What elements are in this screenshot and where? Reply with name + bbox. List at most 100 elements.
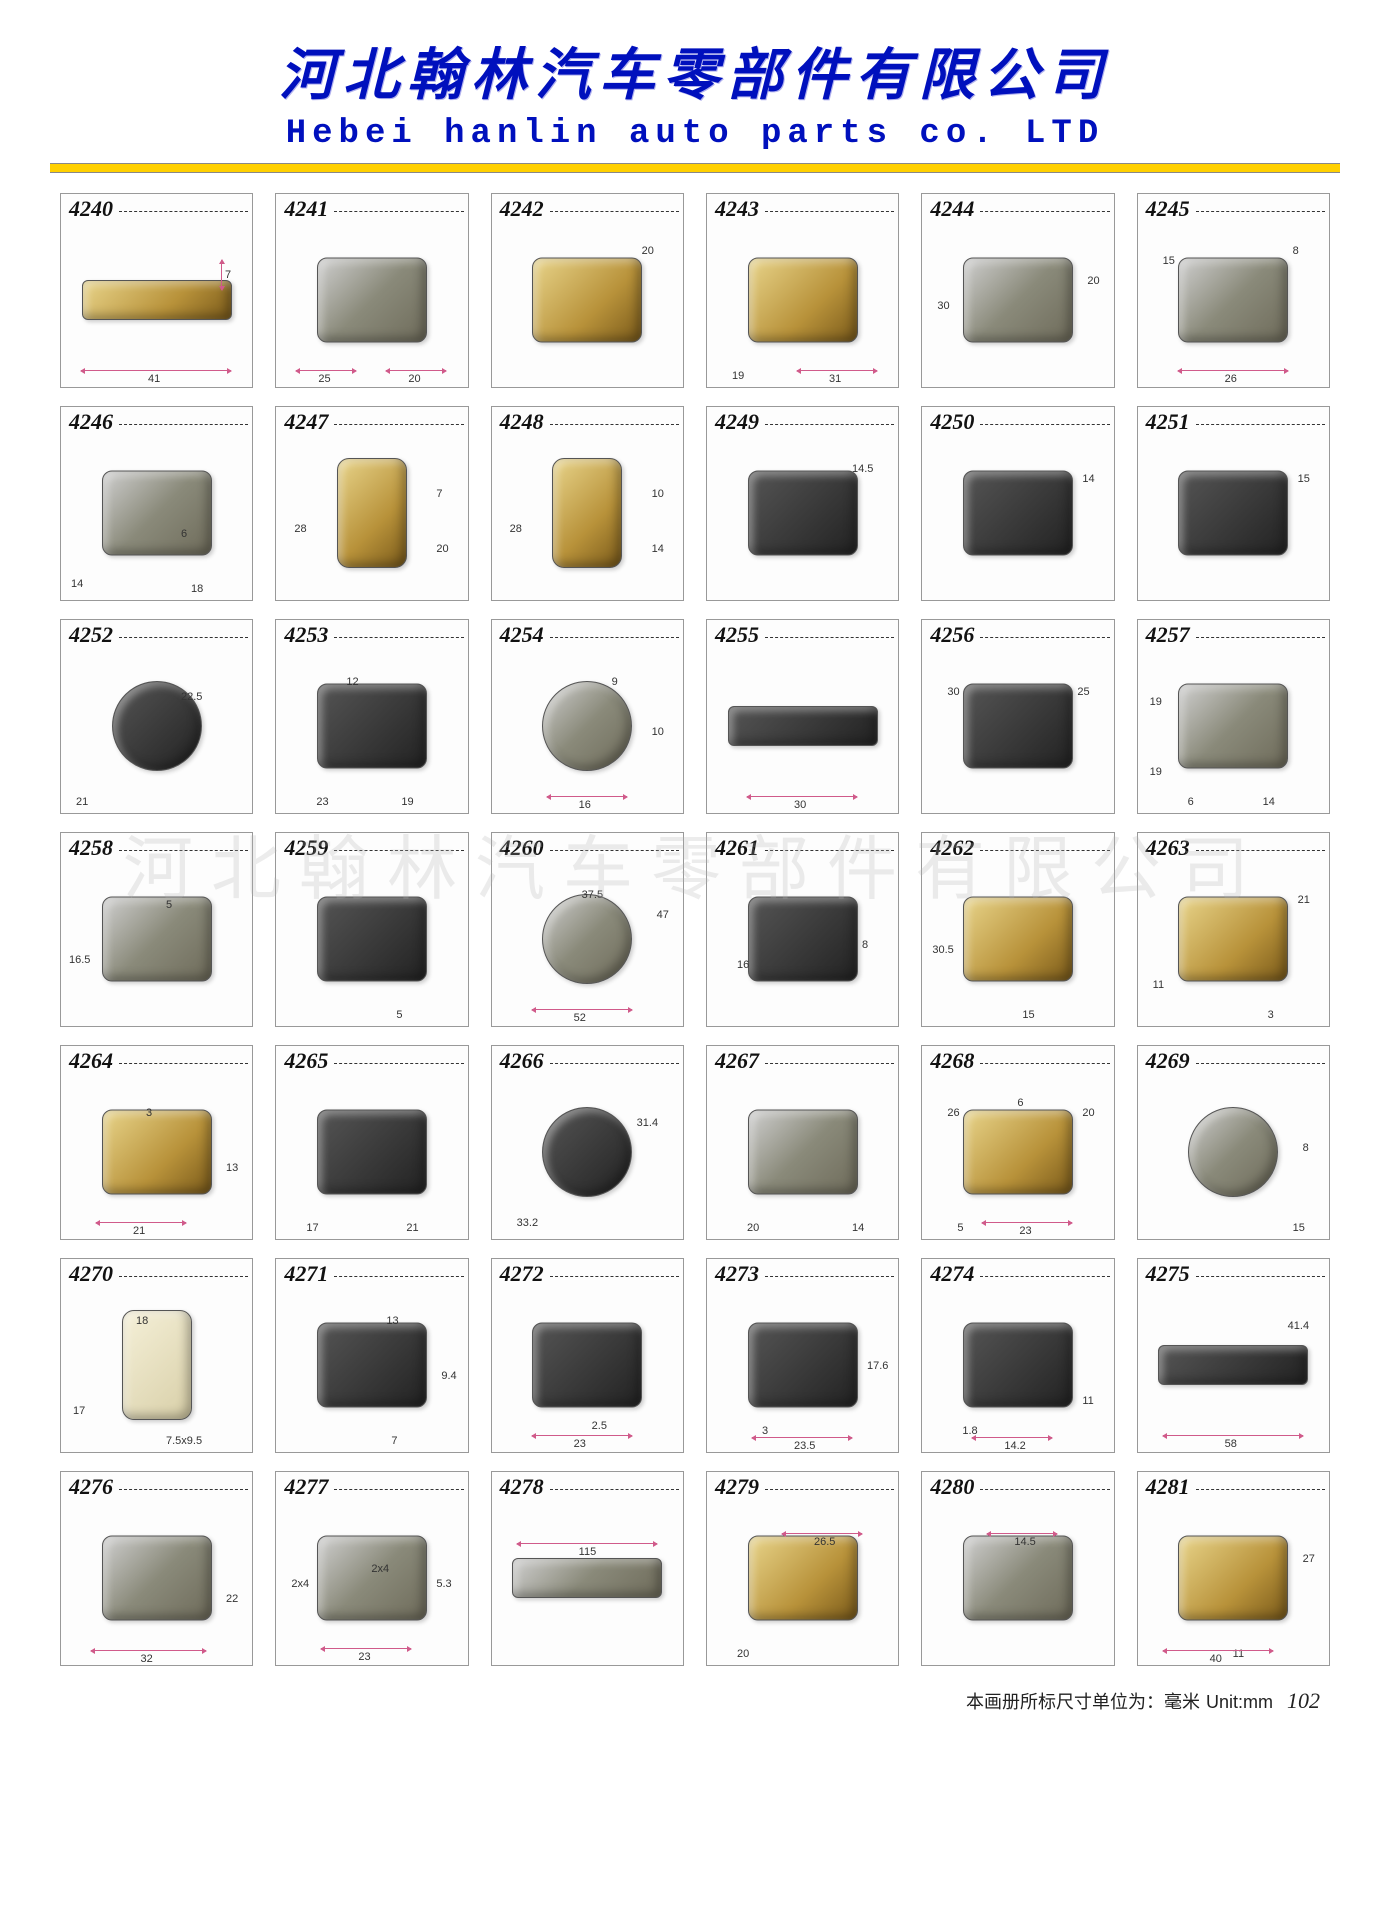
dash-line (119, 211, 248, 212)
part-cell: 424728720 (275, 406, 468, 601)
dimension-value: 22.5 (181, 691, 202, 703)
part-image-area: 16.55 (61, 859, 252, 1019)
part-image-area: 417 (61, 220, 252, 380)
part-cell: 42563025 (921, 619, 1114, 814)
part-image-area: 3020 (922, 220, 1113, 380)
part-shape (542, 681, 632, 771)
dash-line (119, 850, 248, 851)
dimension-value: 27 (1303, 1553, 1315, 1565)
part-image-area: 815 (1138, 1072, 1329, 1232)
dimension-value: 3 (146, 1107, 152, 1119)
part-image-area: 5 (276, 859, 467, 1019)
part-shape (102, 1536, 212, 1621)
page-footer: 本画册所标尺寸单位为：毫米 Unit:mm 102 (50, 1688, 1340, 1714)
dimension-value: 26 (947, 1107, 959, 1119)
part-shape (337, 458, 407, 568)
part-image-area: 30.515 (922, 859, 1113, 1019)
dimension-line (782, 1533, 862, 1534)
part-number: 4281 (1146, 1474, 1190, 1500)
dimension-value: 23 (1019, 1225, 1031, 1237)
dimension-value: 20 (642, 245, 654, 257)
dimension-value: 7 (391, 1435, 397, 1447)
dimension-value: 40 (1210, 1653, 1222, 1665)
dash-line (980, 1063, 1109, 1064)
part-number: 4264 (69, 1048, 113, 1074)
dimension-line (797, 370, 877, 371)
part-number: 4276 (69, 1474, 113, 1500)
dimension-line (747, 796, 857, 797)
part-image-area: 168 (707, 859, 898, 1019)
dash-line (334, 211, 463, 212)
part-shape (317, 684, 427, 769)
dimension-value: 14.5 (852, 463, 873, 475)
part-image-area: 15 (1138, 433, 1329, 593)
dash-line (765, 424, 894, 425)
company-title-cn: 河北翰林汽车零部件有限公司 (50, 30, 1340, 111)
part-image-area: 122319 (276, 646, 467, 806)
dimension-value: 12 (346, 676, 358, 688)
dimension-value: 7.5x9.5 (166, 1435, 202, 1447)
part-shape (552, 458, 622, 568)
part-image-area: 30 (707, 646, 898, 806)
dimension-value: 30 (937, 300, 949, 312)
dimension-value: 25 (318, 373, 330, 385)
dimension-value: 14 (852, 1222, 864, 1234)
part-cell: 425115 (1137, 406, 1330, 601)
dimension-value: 18 (136, 1315, 148, 1327)
part-shape (963, 897, 1073, 982)
part-image-area: 281014 (492, 433, 683, 593)
dash-line (1196, 1276, 1325, 1277)
dimension-line (81, 370, 231, 371)
dimension-line (752, 1437, 852, 1438)
dimension-value: 8 (1293, 245, 1299, 257)
part-number: 4261 (715, 835, 759, 861)
part-shape (532, 258, 642, 343)
part-cell: 42762232 (60, 1471, 253, 1666)
dash-line (980, 1489, 1109, 1490)
dimension-value: 5 (396, 1009, 402, 1021)
part-cell: 42651721 (275, 1045, 468, 1240)
dimension-value: 17 (73, 1405, 85, 1417)
dash-line (1196, 850, 1325, 851)
part-cell: 4248281014 (491, 406, 684, 601)
part-shape (728, 706, 878, 746)
dimension-value: 30 (947, 686, 959, 698)
part-shape (317, 1536, 427, 1621)
part-image-area: 31.433.2 (492, 1072, 683, 1232)
part-image-area: 15826 (1138, 220, 1329, 380)
part-number: 4263 (1146, 835, 1190, 861)
dash-line (334, 424, 463, 425)
dash-line (119, 637, 248, 638)
part-number: 4242 (500, 196, 544, 222)
dimension-value: 11 (1153, 979, 1164, 991)
part-number: 4260 (500, 835, 544, 861)
dimension-value: 10 (652, 726, 664, 738)
dash-line (334, 1063, 463, 1064)
part-cell: 42571919614 (1137, 619, 1330, 814)
unit-label-en: Unit:mm (1206, 1692, 1273, 1713)
dash-line (550, 1489, 679, 1490)
dimension-line (296, 370, 356, 371)
dash-line (765, 637, 894, 638)
dimension-value: 31.4 (637, 1117, 658, 1129)
part-shape (748, 471, 858, 556)
dimension-value: 8 (1303, 1142, 1309, 1154)
dimension-value: 14 (1082, 473, 1094, 485)
dash-line (980, 637, 1109, 638)
dimension-value: 21 (1298, 894, 1310, 906)
part-image-area: 14 (922, 433, 1113, 593)
part-shape (532, 1323, 642, 1408)
dimension-value: 2x4 (371, 1563, 389, 1575)
part-number: 4278 (500, 1474, 544, 1500)
part-shape (512, 1558, 662, 1598)
part-shape (963, 1110, 1073, 1195)
dimension-value: 25 (1077, 686, 1089, 698)
part-image-area: 271140 (1138, 1498, 1329, 1658)
dimension-value: 20 (436, 543, 448, 555)
company-title-en: Hebei hanlin auto parts co. LTD (50, 115, 1340, 153)
dash-line (1196, 1489, 1325, 1490)
dimension-value: 7 (436, 488, 442, 500)
part-cell: 426037.54752 (491, 832, 684, 1027)
dimension-value: 18 (191, 583, 203, 595)
part-cell: 426826620523 (921, 1045, 1114, 1240)
